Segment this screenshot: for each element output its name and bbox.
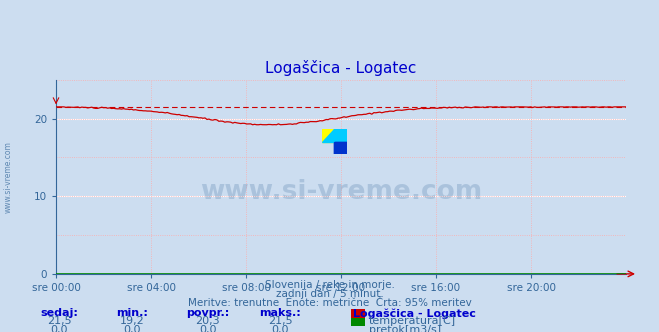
Text: Meritve: trenutne  Enote: metrične  Črta: 95% meritev: Meritve: trenutne Enote: metrične Črta: …	[188, 298, 471, 308]
Title: Logaščica - Logatec: Logaščica - Logatec	[266, 60, 416, 76]
Text: 0,0: 0,0	[51, 325, 68, 332]
Text: www.si-vreme.com: www.si-vreme.com	[3, 141, 13, 213]
Text: 0,0: 0,0	[199, 325, 216, 332]
Text: 21,5: 21,5	[268, 316, 293, 326]
Text: www.si-vreme.com: www.si-vreme.com	[200, 179, 482, 205]
Text: sedaj:: sedaj:	[40, 308, 78, 318]
Text: 21,5: 21,5	[47, 316, 72, 326]
Text: Slovenija / reke in morje.: Slovenija / reke in morje.	[264, 280, 395, 290]
Text: 19,2: 19,2	[119, 316, 144, 326]
Text: 0,0: 0,0	[123, 325, 140, 332]
Text: zadnji dan / 5 minut.: zadnji dan / 5 minut.	[275, 289, 384, 299]
Text: maks.:: maks.:	[259, 308, 301, 318]
Text: 0,0: 0,0	[272, 325, 289, 332]
Text: temperatura[C]: temperatura[C]	[369, 316, 456, 326]
Bar	[322, 129, 334, 142]
Text: 20,3: 20,3	[195, 316, 220, 326]
Bar	[334, 129, 347, 142]
Polygon shape	[334, 142, 347, 154]
Text: povpr.:: povpr.:	[186, 308, 229, 318]
Text: pretok[m3/s]: pretok[m3/s]	[369, 325, 441, 332]
Polygon shape	[322, 129, 334, 142]
Text: Logaščica - Logatec: Logaščica - Logatec	[353, 308, 475, 319]
Bar	[334, 142, 347, 154]
Text: min.:: min.:	[116, 308, 148, 318]
